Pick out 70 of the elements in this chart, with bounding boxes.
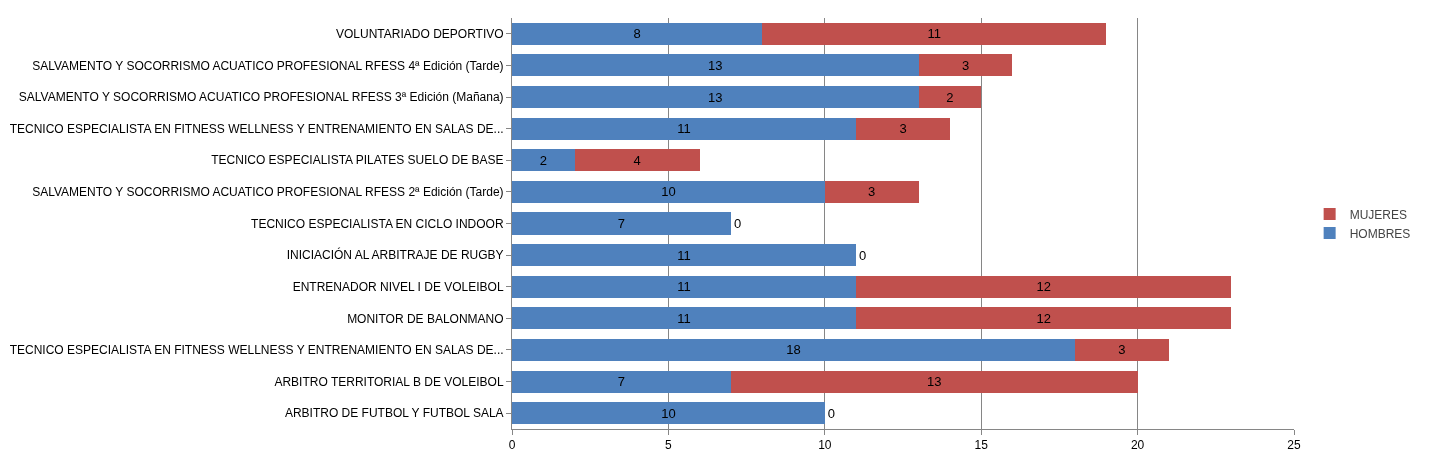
bar xyxy=(918,54,1013,77)
data-label: 11 xyxy=(677,310,691,326)
y-tick-label: INICIACIÓN AL ARBITRAJE DE RUGBY xyxy=(286,247,504,263)
data-label: 4 xyxy=(633,152,641,168)
data-label: 3 xyxy=(868,184,876,200)
data-label: 11 xyxy=(927,26,942,42)
y-tick-label: MONITOR DE BALONMANO xyxy=(347,311,504,326)
legend-label: HOMBRES xyxy=(1349,226,1411,241)
bar xyxy=(512,275,857,298)
bar xyxy=(856,275,1232,298)
bar xyxy=(512,22,763,45)
x-tick-label: 20 xyxy=(1130,438,1145,453)
bar xyxy=(512,85,919,109)
data-label: 10 xyxy=(661,405,676,421)
bar xyxy=(512,307,857,330)
data-label: 0 xyxy=(733,216,742,231)
data-label: 12 xyxy=(1036,279,1051,295)
data-label: 7 xyxy=(617,216,626,231)
bar xyxy=(762,22,1107,45)
x-tick-label: 10 xyxy=(818,438,832,453)
data-label: 10 xyxy=(661,184,676,200)
y-tick-label: SALVAMENTO Y SOCORRISMO ACUATICO PROFESIONAL RFESS 2ª Edición (Tarde) xyxy=(32,185,504,200)
data-label: 11 xyxy=(677,279,691,295)
data-label: 3 xyxy=(961,57,970,73)
y-tick-label: TECNICO ESPECIALISTA EN FITNESS WELLNESS Y ENTRENAMIENTO EN SALAS DE... xyxy=(9,343,504,358)
bar xyxy=(512,402,825,425)
data-label: 3 xyxy=(899,121,907,137)
y-tick-label: TECNICO ESPECIALISTA EN CICLO INDOOR xyxy=(251,216,504,231)
bar xyxy=(918,85,982,109)
y-tick-label: TECNICO ESPECIALISTA EN FITNESS WELLNESS Y ENTRENAMIENTO EN SALAS DE... xyxy=(9,121,504,136)
x-tick-label: 0 xyxy=(508,438,516,453)
bar xyxy=(512,370,731,393)
y-tick-label: SALVAMENTO Y SOCORRISMO ACUATICO PROFESIONAL RFESS 4ª Edición (Tarde) xyxy=(32,58,504,73)
bar xyxy=(824,180,919,203)
bar xyxy=(512,338,1076,362)
data-label: 13 xyxy=(708,57,723,73)
y-tick-label: TECNICO ESPECIALISTA PILATES SUELO DE BASE xyxy=(211,153,504,168)
data-label: 11 xyxy=(677,247,691,263)
data-label: 2 xyxy=(539,152,547,168)
bar xyxy=(512,54,919,77)
bar xyxy=(730,370,1138,393)
y-tick-label: SALVAMENTO Y SOCORRISMO ACUATICO PROFESIONAL RFESS 3ª Edición (Mañana) xyxy=(18,90,504,105)
y-tick-label: ARBITRO TERRITORIAL B DE VOLEIBOL xyxy=(274,374,504,389)
data-label: 12 xyxy=(1036,310,1051,326)
x-tick-label: 5 xyxy=(665,438,673,453)
bar xyxy=(856,117,950,140)
x-tick-label: 25 xyxy=(1287,438,1301,453)
data-label: 11 xyxy=(677,121,691,137)
data-label: 13 xyxy=(708,89,723,105)
bar xyxy=(574,149,700,172)
bar xyxy=(1075,338,1169,362)
bar xyxy=(512,212,731,235)
data-label: 2 xyxy=(946,89,954,105)
data-label: 0 xyxy=(827,405,836,421)
y-tick-label: ARBITRO DE FUTBOL Y FUTBOL SALA xyxy=(284,406,504,421)
data-label: 18 xyxy=(786,342,801,358)
x-tick-label: 15 xyxy=(974,438,989,453)
bar xyxy=(856,307,1232,330)
bar xyxy=(512,180,825,203)
data-label: 7 xyxy=(617,374,626,390)
bar xyxy=(512,117,857,140)
data-label: 0 xyxy=(859,247,867,263)
data-label: 13 xyxy=(927,374,942,390)
data-label: 3 xyxy=(1118,342,1126,358)
y-tick-label: VOLUNTARIADO DEPORTIVO xyxy=(336,27,504,42)
legend-label: MUJERES xyxy=(1349,207,1407,222)
data-label: 8 xyxy=(633,26,641,42)
bar xyxy=(512,244,857,267)
y-tick-label: ENTRENADOR NIVEL I DE VOLEIBOL xyxy=(292,279,504,294)
bar xyxy=(512,149,575,172)
